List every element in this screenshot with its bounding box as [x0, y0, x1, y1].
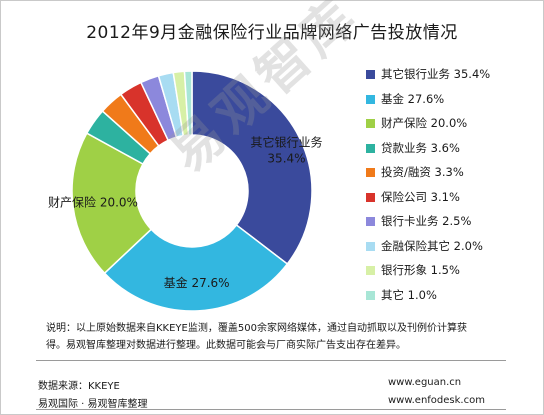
legend-item-6: 银行卡业务 2.5% — [366, 213, 541, 238]
legend-swatch-3 — [366, 143, 375, 153]
website-url-2[interactable]: www.enfodesk.com — [388, 395, 485, 406]
donut-slice-0 — [191, 70, 313, 266]
annotation-2: 财产保险 20.0% — [48, 195, 138, 210]
legend-label-7: 金融保险其它 2.0% — [381, 238, 483, 253]
annotation-1: 基金 27.6% — [164, 275, 230, 290]
organization: 易观国际 · 易观智库整理 — [38, 399, 148, 410]
legend-swatch-1 — [366, 94, 375, 104]
chart-title: 2012年9月金融保险行业品牌网络广告投放情况 — [86, 23, 458, 43]
legend-label-8: 银行形象 1.5% — [381, 263, 460, 277]
legend-item-2: 财产保险 20.0% — [366, 115, 541, 140]
donut-slice-2 — [71, 132, 153, 275]
legend-item-0: 其它银行业务 35.4% — [366, 66, 541, 91]
legend-item-9: 其它 1.0% — [366, 287, 541, 312]
annotation-0-line2: 35.4% — [267, 151, 305, 165]
legend-label-6: 银行卡业务 2.5% — [381, 214, 472, 228]
legend-swatch-0 — [366, 70, 375, 79]
legend-label-4: 投资/融资 3.3% — [381, 165, 464, 179]
footer-divider-bottom — [36, 409, 506, 410]
legend-item-8: 银行形象 1.5% — [366, 262, 541, 287]
legend-item-4: 投资/融资 3.3% — [366, 164, 541, 189]
chart-note: 说明：以上原始数据来自KKEYE监测，覆盖500余家网络媒体，通过自动抓取以及刊… — [46, 320, 508, 354]
legend-swatch-7 — [366, 241, 375, 251]
legend-swatch-9 — [366, 290, 375, 300]
legend-item-1: 基金 27.6% — [366, 91, 541, 116]
slice-annotations: 其它银行业务 35.4% 基金 27.6% 财产保险 20.0% — [48, 134, 322, 290]
legend-item-5: 保险公司 3.1% — [366, 189, 541, 214]
note-line-2: 得。易观智库整理对数据进行整理。此数据可能会与厂商实际广告支出存在差异。 — [46, 340, 406, 351]
donut-slice-9 — [183, 70, 193, 136]
legend-swatch-2 — [366, 119, 375, 128]
legend-label-2: 财产保险 20.0% — [381, 116, 468, 130]
legend-label-1: 基金 27.6% — [381, 91, 445, 106]
donut-slice-1 — [103, 223, 289, 312]
legend-swatch-6 — [366, 217, 375, 226]
legend-item-3: 贷款业务 3.6% — [366, 140, 541, 165]
note-line-1: 说明：以上原始数据来自KKEYE监测，覆盖500余家网络媒体，通过自动抓取以及刊… — [46, 323, 467, 334]
data-source: 数据来源：KKEYE — [38, 381, 120, 392]
legend-label-5: 保险公司 3.1% — [381, 189, 460, 204]
legend-label-9: 其它 1.0% — [381, 287, 437, 302]
legend-swatch-5 — [366, 192, 375, 202]
chart-legend: 其它银行业务 35.4% 基金 27.6% 财产保险 20.0% 贷款业务 3.6% 投… — [366, 66, 541, 311]
legend-item-7: 金融保险其它 2.0% — [366, 238, 541, 263]
legend-label-0: 其它银行业务 35.4% — [381, 67, 491, 81]
legend-label-3: 贷款业务 3.6% — [381, 140, 460, 155]
annotation-0-line1: 其它银行业务 — [250, 134, 322, 149]
website-url-1[interactable]: www.eguan.cn — [388, 377, 462, 388]
legend-swatch-4 — [366, 168, 375, 177]
footer-divider-top — [36, 360, 506, 361]
legend-swatch-8 — [366, 266, 375, 275]
donut-slices — [71, 70, 313, 312]
